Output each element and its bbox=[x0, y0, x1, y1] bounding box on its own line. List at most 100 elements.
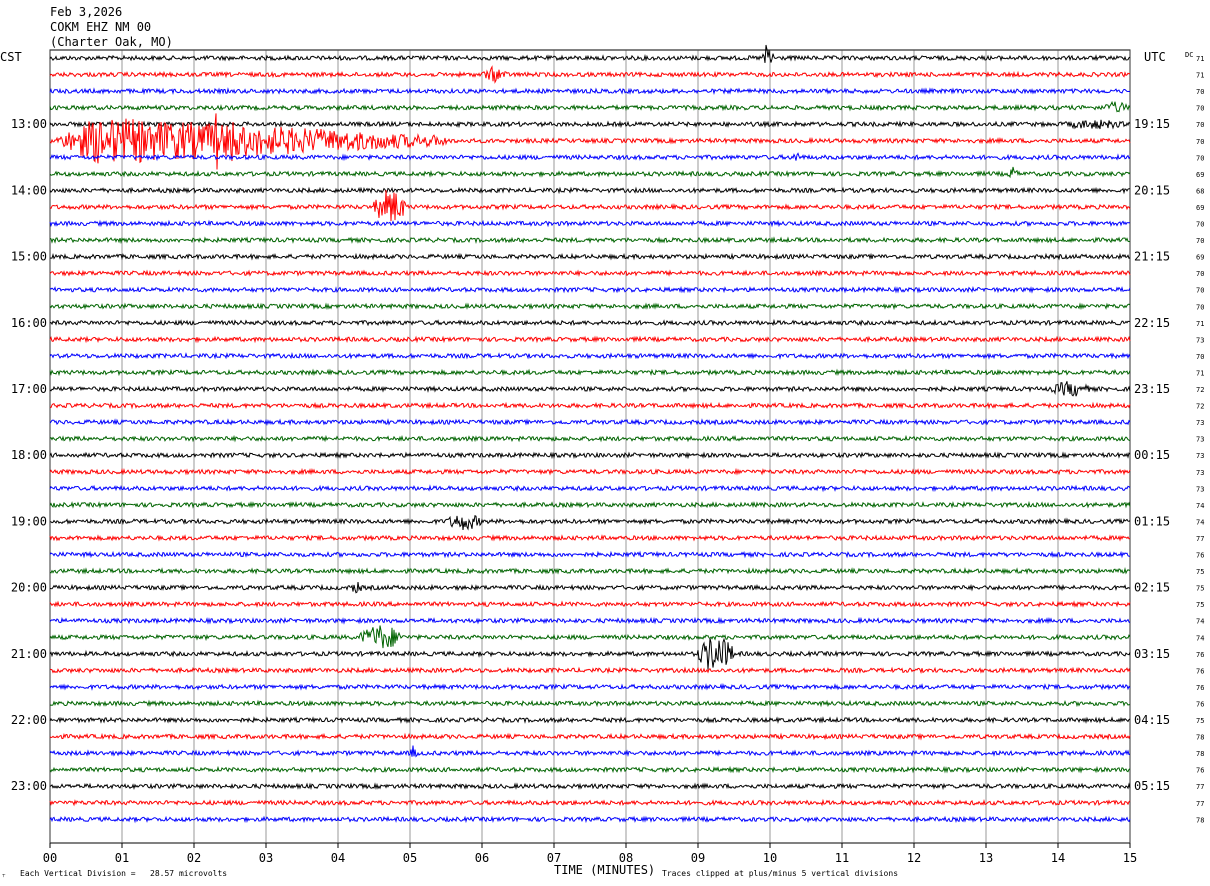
cst-hour-label: 13:00 bbox=[11, 117, 47, 131]
dc-offset-label: 71 bbox=[1196, 320, 1204, 328]
trace-line bbox=[49, 550, 1130, 559]
trace-line bbox=[49, 335, 1131, 344]
x-tick-label: 10 bbox=[763, 851, 777, 865]
right-axis-label: UTC bbox=[1144, 50, 1166, 64]
dc-offset-label: 73 bbox=[1196, 469, 1204, 477]
dc-offset-label: 70 bbox=[1196, 154, 1204, 162]
dc-offset-label: 76 bbox=[1196, 552, 1204, 560]
trace-line bbox=[49, 285, 1131, 294]
trace-line bbox=[49, 637, 1131, 670]
cst-hour-label: 22:00 bbox=[11, 713, 47, 727]
cst-hour-label: 18:00 bbox=[11, 448, 47, 462]
trace-line bbox=[49, 113, 1131, 170]
utc-time-label: 20:15 bbox=[1134, 183, 1170, 197]
utc-time-label: 03:15 bbox=[1134, 647, 1170, 661]
x-tick-label: 12 bbox=[907, 851, 921, 865]
dc-offset-label: 73 bbox=[1196, 452, 1204, 460]
dc-offset-label: 76 bbox=[1196, 700, 1204, 708]
trace-line bbox=[49, 65, 1131, 84]
dc-offset-label: 70 bbox=[1196, 353, 1204, 361]
trace-line bbox=[49, 119, 1131, 130]
x-tick-label: 08 bbox=[619, 851, 633, 865]
dc-offset-label: 72 bbox=[1196, 403, 1204, 411]
dc-offset-label: 73 bbox=[1196, 436, 1204, 444]
trace-line bbox=[49, 798, 1131, 807]
trace-line bbox=[49, 765, 1131, 774]
trace-line bbox=[49, 166, 1131, 179]
dc-offset-label: 70 bbox=[1196, 88, 1204, 96]
dc-offset-label: 78 bbox=[1196, 816, 1204, 824]
dc-offset-label: 70 bbox=[1196, 121, 1204, 129]
trace-line bbox=[49, 567, 1131, 575]
dc-offset-label: 68 bbox=[1196, 187, 1204, 195]
dc-offset-label: 71 bbox=[1196, 72, 1204, 80]
dc-offset-label: 78 bbox=[1196, 750, 1204, 758]
header-station: COKM EHZ NM 00 bbox=[50, 20, 152, 34]
dc-offset-label: 74 bbox=[1196, 634, 1204, 642]
utc-time-label: 01:15 bbox=[1134, 514, 1170, 528]
trace-line bbox=[49, 236, 1131, 245]
trace-line bbox=[49, 401, 1131, 410]
trace-line bbox=[49, 500, 1131, 509]
dc-offset-label: 73 bbox=[1196, 485, 1204, 493]
dc-offset-label: 74 bbox=[1196, 502, 1204, 510]
cst-hour-label: 14:00 bbox=[11, 183, 47, 197]
trace-line bbox=[49, 381, 1131, 397]
cst-hour-label: 15:00 bbox=[11, 250, 47, 264]
dc-offset-label: 75 bbox=[1196, 568, 1204, 576]
utc-time-label: 02:15 bbox=[1134, 581, 1170, 595]
dc-offset-label: 77 bbox=[1196, 783, 1204, 791]
dc-offset-label: 73 bbox=[1196, 336, 1204, 344]
dc-offset-label: 76 bbox=[1196, 651, 1204, 659]
dc-offset-label: 71 bbox=[1196, 55, 1204, 63]
dc-offset-label: 76 bbox=[1196, 767, 1204, 775]
trace-line bbox=[49, 152, 1131, 162]
dc-offset-label: 77 bbox=[1196, 800, 1204, 808]
scale-note: Each Vertical Division = 28.57 microvolt… bbox=[20, 869, 227, 878]
dc-offset-label: 70 bbox=[1196, 303, 1204, 311]
header-location: (Charter Oak, MO) bbox=[50, 35, 173, 49]
trace-line bbox=[49, 534, 1131, 542]
trace-line bbox=[49, 418, 1131, 427]
dc-offset-label: 78 bbox=[1196, 734, 1204, 742]
trace-line bbox=[49, 666, 1131, 675]
utc-time-label: 00:15 bbox=[1134, 448, 1170, 462]
trace-line bbox=[49, 219, 1131, 228]
grid-lines bbox=[49, 49, 1131, 848]
dc-offset-label: 75 bbox=[1196, 717, 1204, 725]
trace-line bbox=[49, 252, 1131, 261]
trace-line bbox=[49, 782, 1131, 791]
trace-line bbox=[49, 186, 1130, 195]
x-tick-label: 09 bbox=[691, 851, 705, 865]
utc-time-label: 19:15 bbox=[1134, 117, 1170, 131]
trace-line bbox=[49, 318, 1131, 327]
dc-offset-label: 71 bbox=[1196, 369, 1204, 377]
trace-line bbox=[49, 514, 1131, 531]
trace-line bbox=[49, 699, 1131, 708]
dc-offset-label: 76 bbox=[1196, 684, 1204, 692]
trace-line bbox=[49, 815, 1131, 824]
dc-offset-label: 69 bbox=[1196, 254, 1204, 262]
x-tick-label: 11 bbox=[835, 851, 849, 865]
header-date: Feb 3,2026 bbox=[50, 5, 123, 19]
trace-line bbox=[49, 302, 1131, 311]
corner-marker: ⸆ bbox=[2, 873, 6, 881]
trace-line bbox=[49, 44, 1131, 63]
trace-line bbox=[49, 87, 1131, 96]
x-tick-label: 13 bbox=[979, 851, 993, 865]
cst-hour-label: 23:00 bbox=[11, 779, 47, 793]
cst-hour-label: 19:00 bbox=[11, 514, 47, 528]
dc-offset-label: 72 bbox=[1196, 386, 1204, 394]
trace-line bbox=[49, 745, 1131, 758]
dc-offset-label: 77 bbox=[1196, 535, 1204, 543]
cst-hour-label: 17:00 bbox=[11, 382, 47, 396]
trace-line bbox=[49, 732, 1131, 741]
dc-label: DC bbox=[1185, 51, 1193, 59]
utc-time-label: 22:15 bbox=[1134, 316, 1170, 330]
seismic-traces bbox=[49, 44, 1131, 824]
dc-offset-label: 73 bbox=[1196, 419, 1204, 427]
x-tick-label: 01 bbox=[115, 851, 129, 865]
trace-line bbox=[49, 616, 1131, 625]
trace-line bbox=[49, 269, 1131, 278]
